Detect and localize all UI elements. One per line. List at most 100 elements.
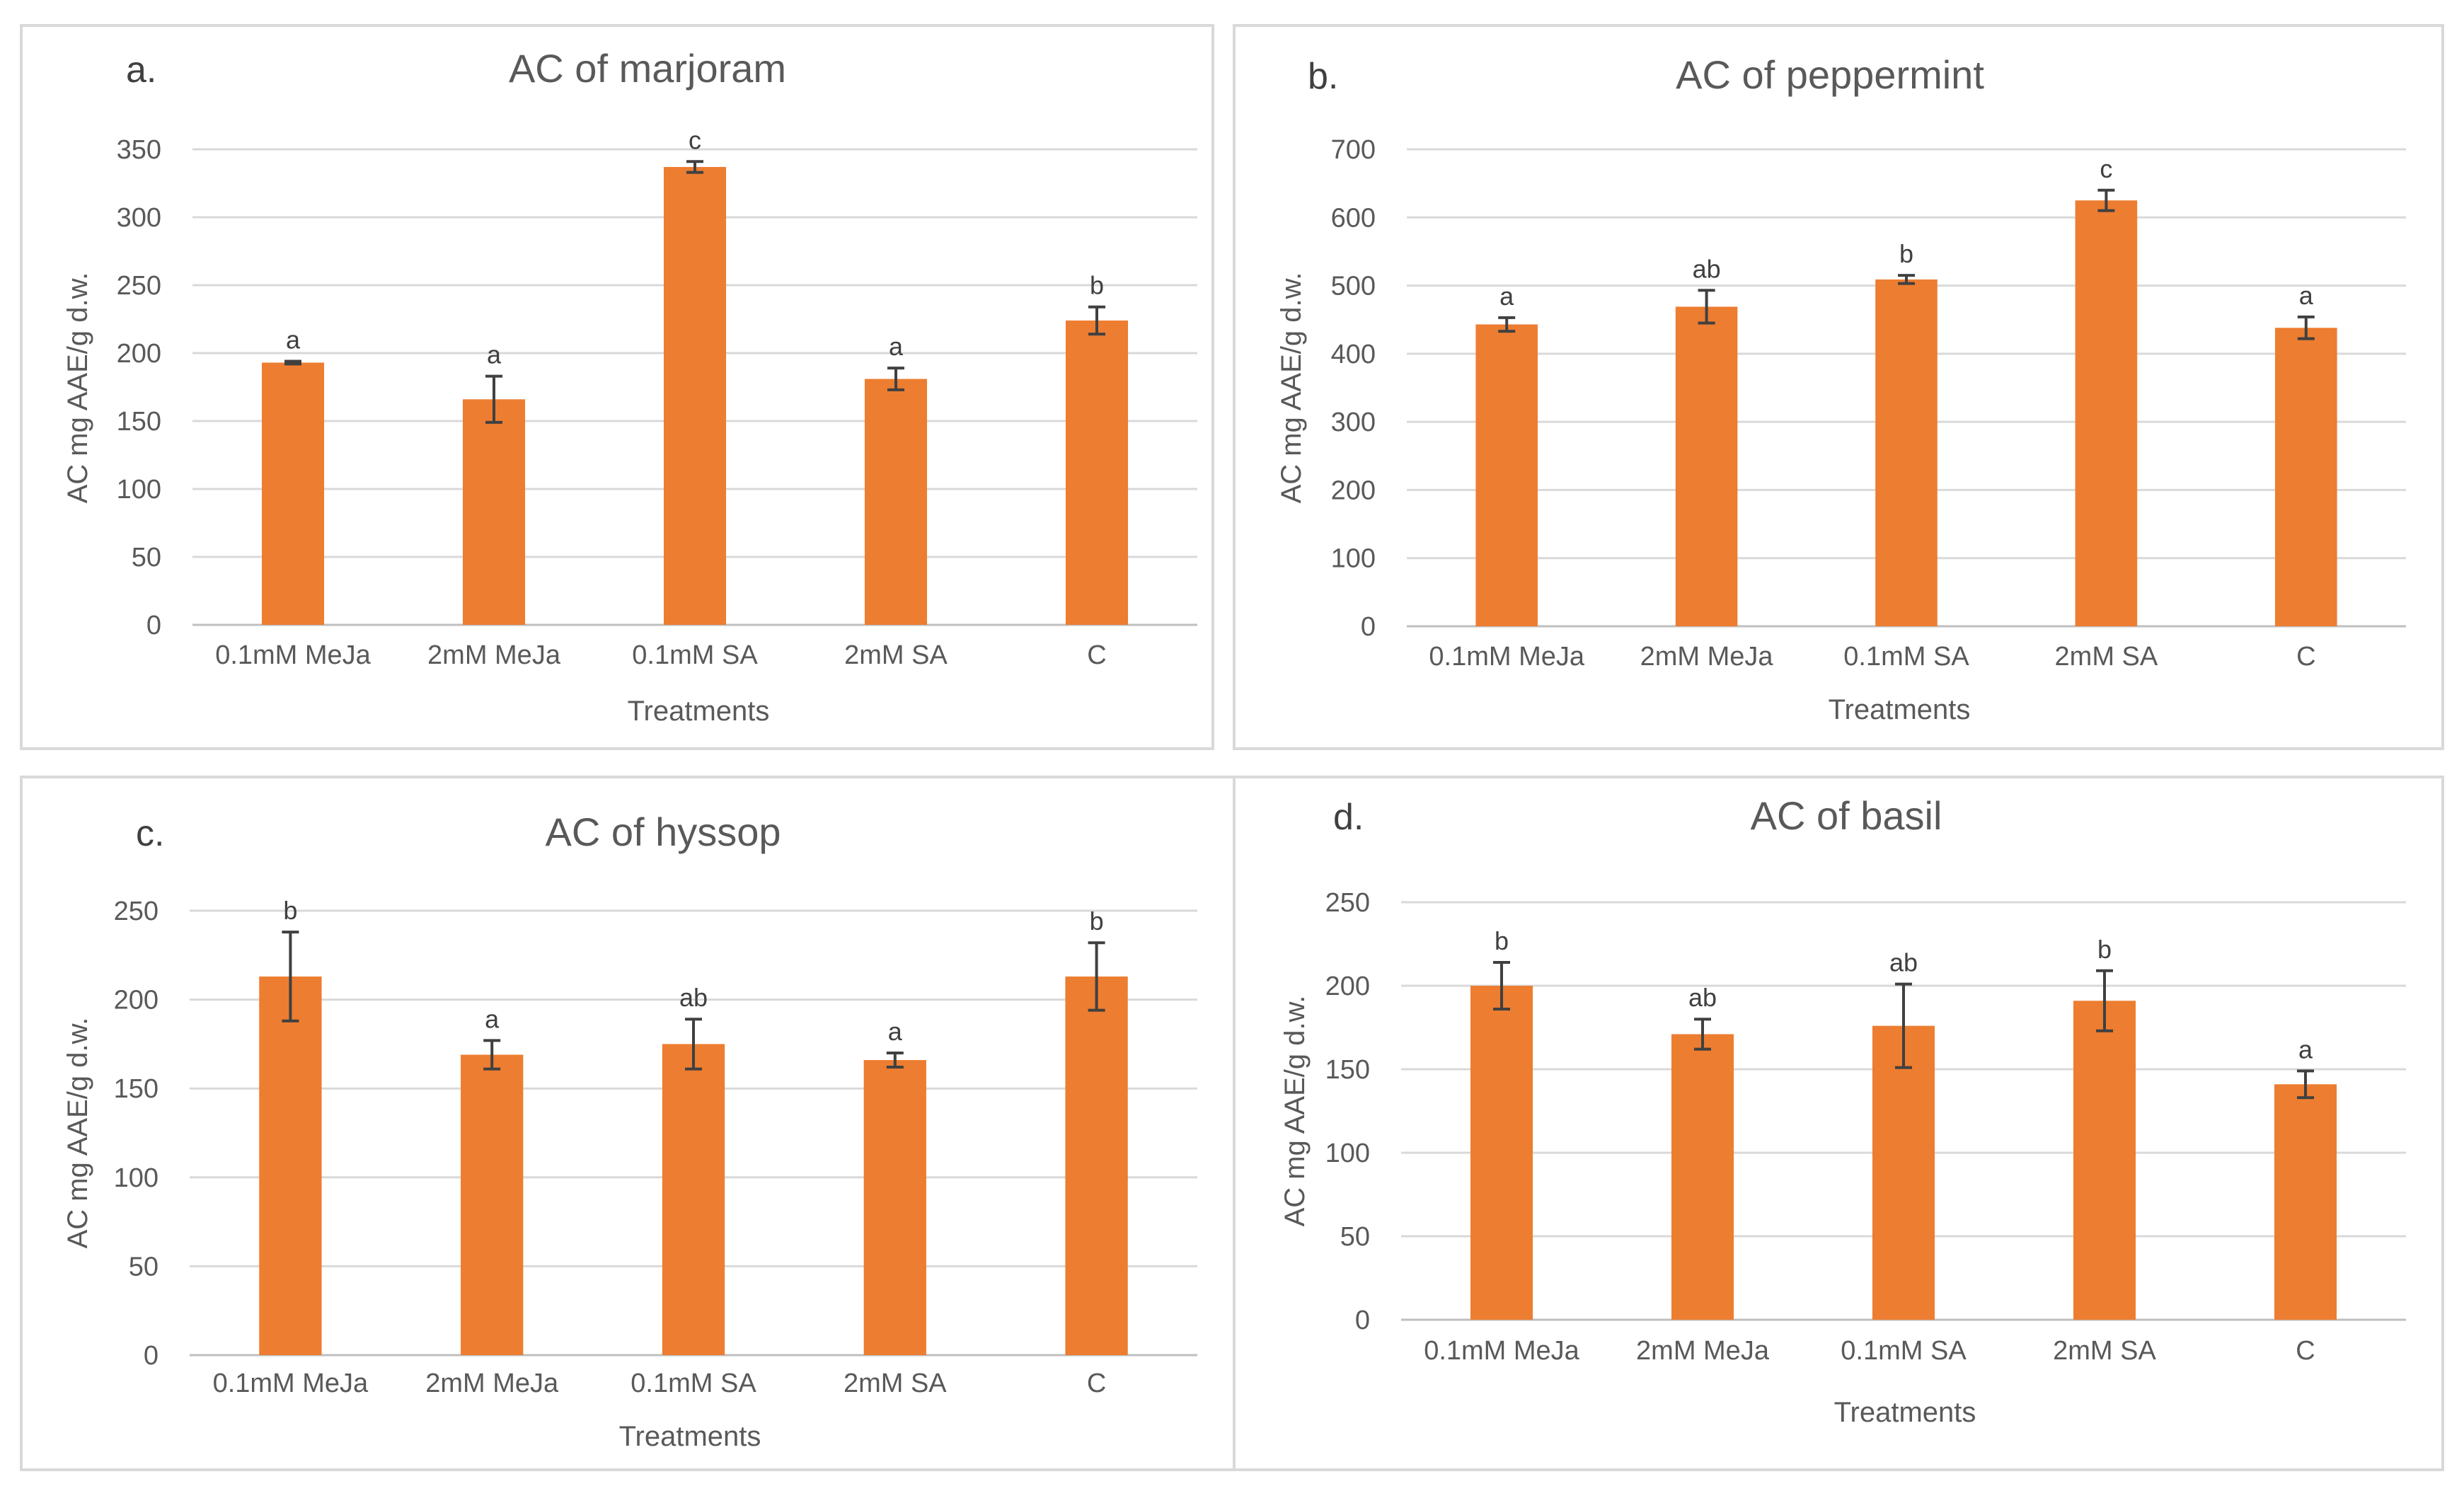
chart-title: AC of basil [1751, 793, 1942, 838]
significance-label: c [2100, 154, 2112, 183]
x-tick-label: 0.1mM SA [632, 640, 758, 670]
y-tick-label: 300 [1331, 408, 1376, 437]
x-tick-label: C [1087, 1369, 1106, 1398]
y-axis-title: AC mg AAE/g d.w. [62, 272, 93, 504]
bar-2-0 [259, 976, 322, 1355]
y-tick-label: 250 [1325, 888, 1370, 918]
bar-0-2 [663, 166, 727, 625]
bar-1-3 [2075, 200, 2138, 626]
error-bar [1698, 289, 1715, 325]
y-tick-label: 0 [1355, 1306, 1370, 1335]
error-bar [483, 1039, 501, 1071]
x-tick-label: 2mM SA [844, 1369, 947, 1398]
chart-title: AC of peppermint [1676, 52, 1984, 97]
error-bar [2297, 1069, 2314, 1100]
panel-frame [20, 776, 1236, 1471]
significance-label: b [1090, 271, 1104, 300]
y-tick-label: 0 [146, 611, 161, 640]
significance-label: a [487, 340, 502, 369]
error-bar [284, 359, 301, 366]
significance-label: a [888, 1017, 903, 1046]
y-tick-label: 150 [117, 407, 161, 437]
x-tick-label: 0.1mM MeJa [1424, 1336, 1579, 1366]
y-axis-title: AC mg AAE/g d.w. [1279, 996, 1311, 1227]
error-bar [886, 1051, 904, 1069]
significance-label: a [485, 1004, 500, 1033]
y-tick-label: 200 [1331, 476, 1376, 505]
significance-label: b [283, 896, 297, 925]
bar-2-4 [1065, 976, 1128, 1355]
panel-letter: c. [136, 813, 164, 854]
x-tick-label: C [2296, 1336, 2315, 1366]
y-tick-label: 50 [129, 1252, 159, 1282]
x-tick-label: 2mM MeJa [1636, 1336, 1770, 1366]
y-tick-label: 500 [1331, 272, 1376, 301]
significance-label: b [2097, 935, 2112, 964]
error-bar [1694, 1018, 1711, 1051]
x-axis-title: Treatments [619, 1421, 761, 1452]
panel-letter: b. [1308, 56, 1338, 97]
significance-label: b [1090, 906, 1104, 936]
chart-title: AC of hyssop [545, 810, 781, 854]
bar-3-3 [2073, 1001, 2136, 1320]
bar-0-0 [261, 362, 325, 625]
bar-3-2 [1872, 1025, 1935, 1320]
y-tick-label: 0 [1361, 612, 1376, 642]
y-tick-label: 100 [117, 475, 161, 505]
panel-letter: a. [126, 50, 156, 91]
panel-letter: d. [1333, 797, 1364, 838]
error-bar [2096, 969, 2113, 1032]
y-tick-label: 700 [1331, 135, 1376, 165]
panel-frame [20, 24, 1214, 750]
error-bar [1493, 960, 1510, 1011]
y-tick-label: 100 [1331, 544, 1376, 574]
x-tick-label: 2mM MeJa [1640, 642, 1774, 672]
y-tick-label: 250 [114, 897, 159, 926]
y-tick-label: 200 [1325, 972, 1370, 1001]
error-bar [1895, 982, 1912, 1069]
bar-1-1 [1675, 306, 1738, 626]
significance-label: ab [1693, 254, 1721, 283]
error-bar [2297, 315, 2315, 340]
x-tick-label: 2mM SA [2055, 642, 2158, 672]
y-tick-label: 600 [1331, 203, 1376, 233]
y-tick-label: 300 [117, 203, 161, 233]
significance-label: a [2299, 281, 2314, 310]
x-tick-label: 0.1mM SA [1843, 642, 1969, 672]
bar-3-1 [1671, 1034, 1734, 1320]
y-tick-label: 200 [114, 986, 159, 1015]
x-axis-title: Treatments [1834, 1397, 1976, 1428]
significance-label: ab [1889, 948, 1918, 977]
significance-label: ab [679, 983, 708, 1012]
error-bar [1088, 305, 1105, 336]
significance-label: a [2298, 1035, 2313, 1064]
y-tick-label: 400 [1331, 340, 1376, 369]
x-tick-label: 0.1mM SA [631, 1369, 756, 1398]
bar-2-2 [662, 1044, 725, 1355]
y-tick-label: 100 [114, 1163, 159, 1193]
error-bar [2097, 188, 2115, 212]
significance-label: b [1495, 926, 1509, 955]
y-tick-label: 150 [1325, 1055, 1370, 1085]
error-bar [686, 160, 703, 174]
y-tick-label: 150 [114, 1074, 159, 1104]
significance-label: a [889, 332, 904, 361]
error-bar [485, 374, 502, 424]
y-tick-label: 50 [132, 543, 161, 572]
y-tick-label: 350 [117, 135, 161, 165]
error-bar [685, 1018, 702, 1071]
bar-0-3 [864, 379, 928, 625]
x-tick-label: 0.1mM MeJa [1429, 642, 1584, 672]
x-tick-label: 0.1mM SA [1841, 1336, 1967, 1366]
significance-label: ab [1688, 983, 1717, 1012]
significance-label: a [1499, 282, 1514, 311]
chart-panel-1: 0 100 200 300 400 500 600 700 a 0.1mM MeJa ab 2mM M… [1233, 24, 2444, 750]
bar-1-4 [2275, 328, 2337, 626]
x-tick-label: 0.1mM MeJa [215, 640, 371, 670]
y-tick-label: 50 [1340, 1222, 1370, 1252]
chart-title: AC of marjoram [509, 46, 786, 91]
bar-2-1 [461, 1054, 524, 1355]
